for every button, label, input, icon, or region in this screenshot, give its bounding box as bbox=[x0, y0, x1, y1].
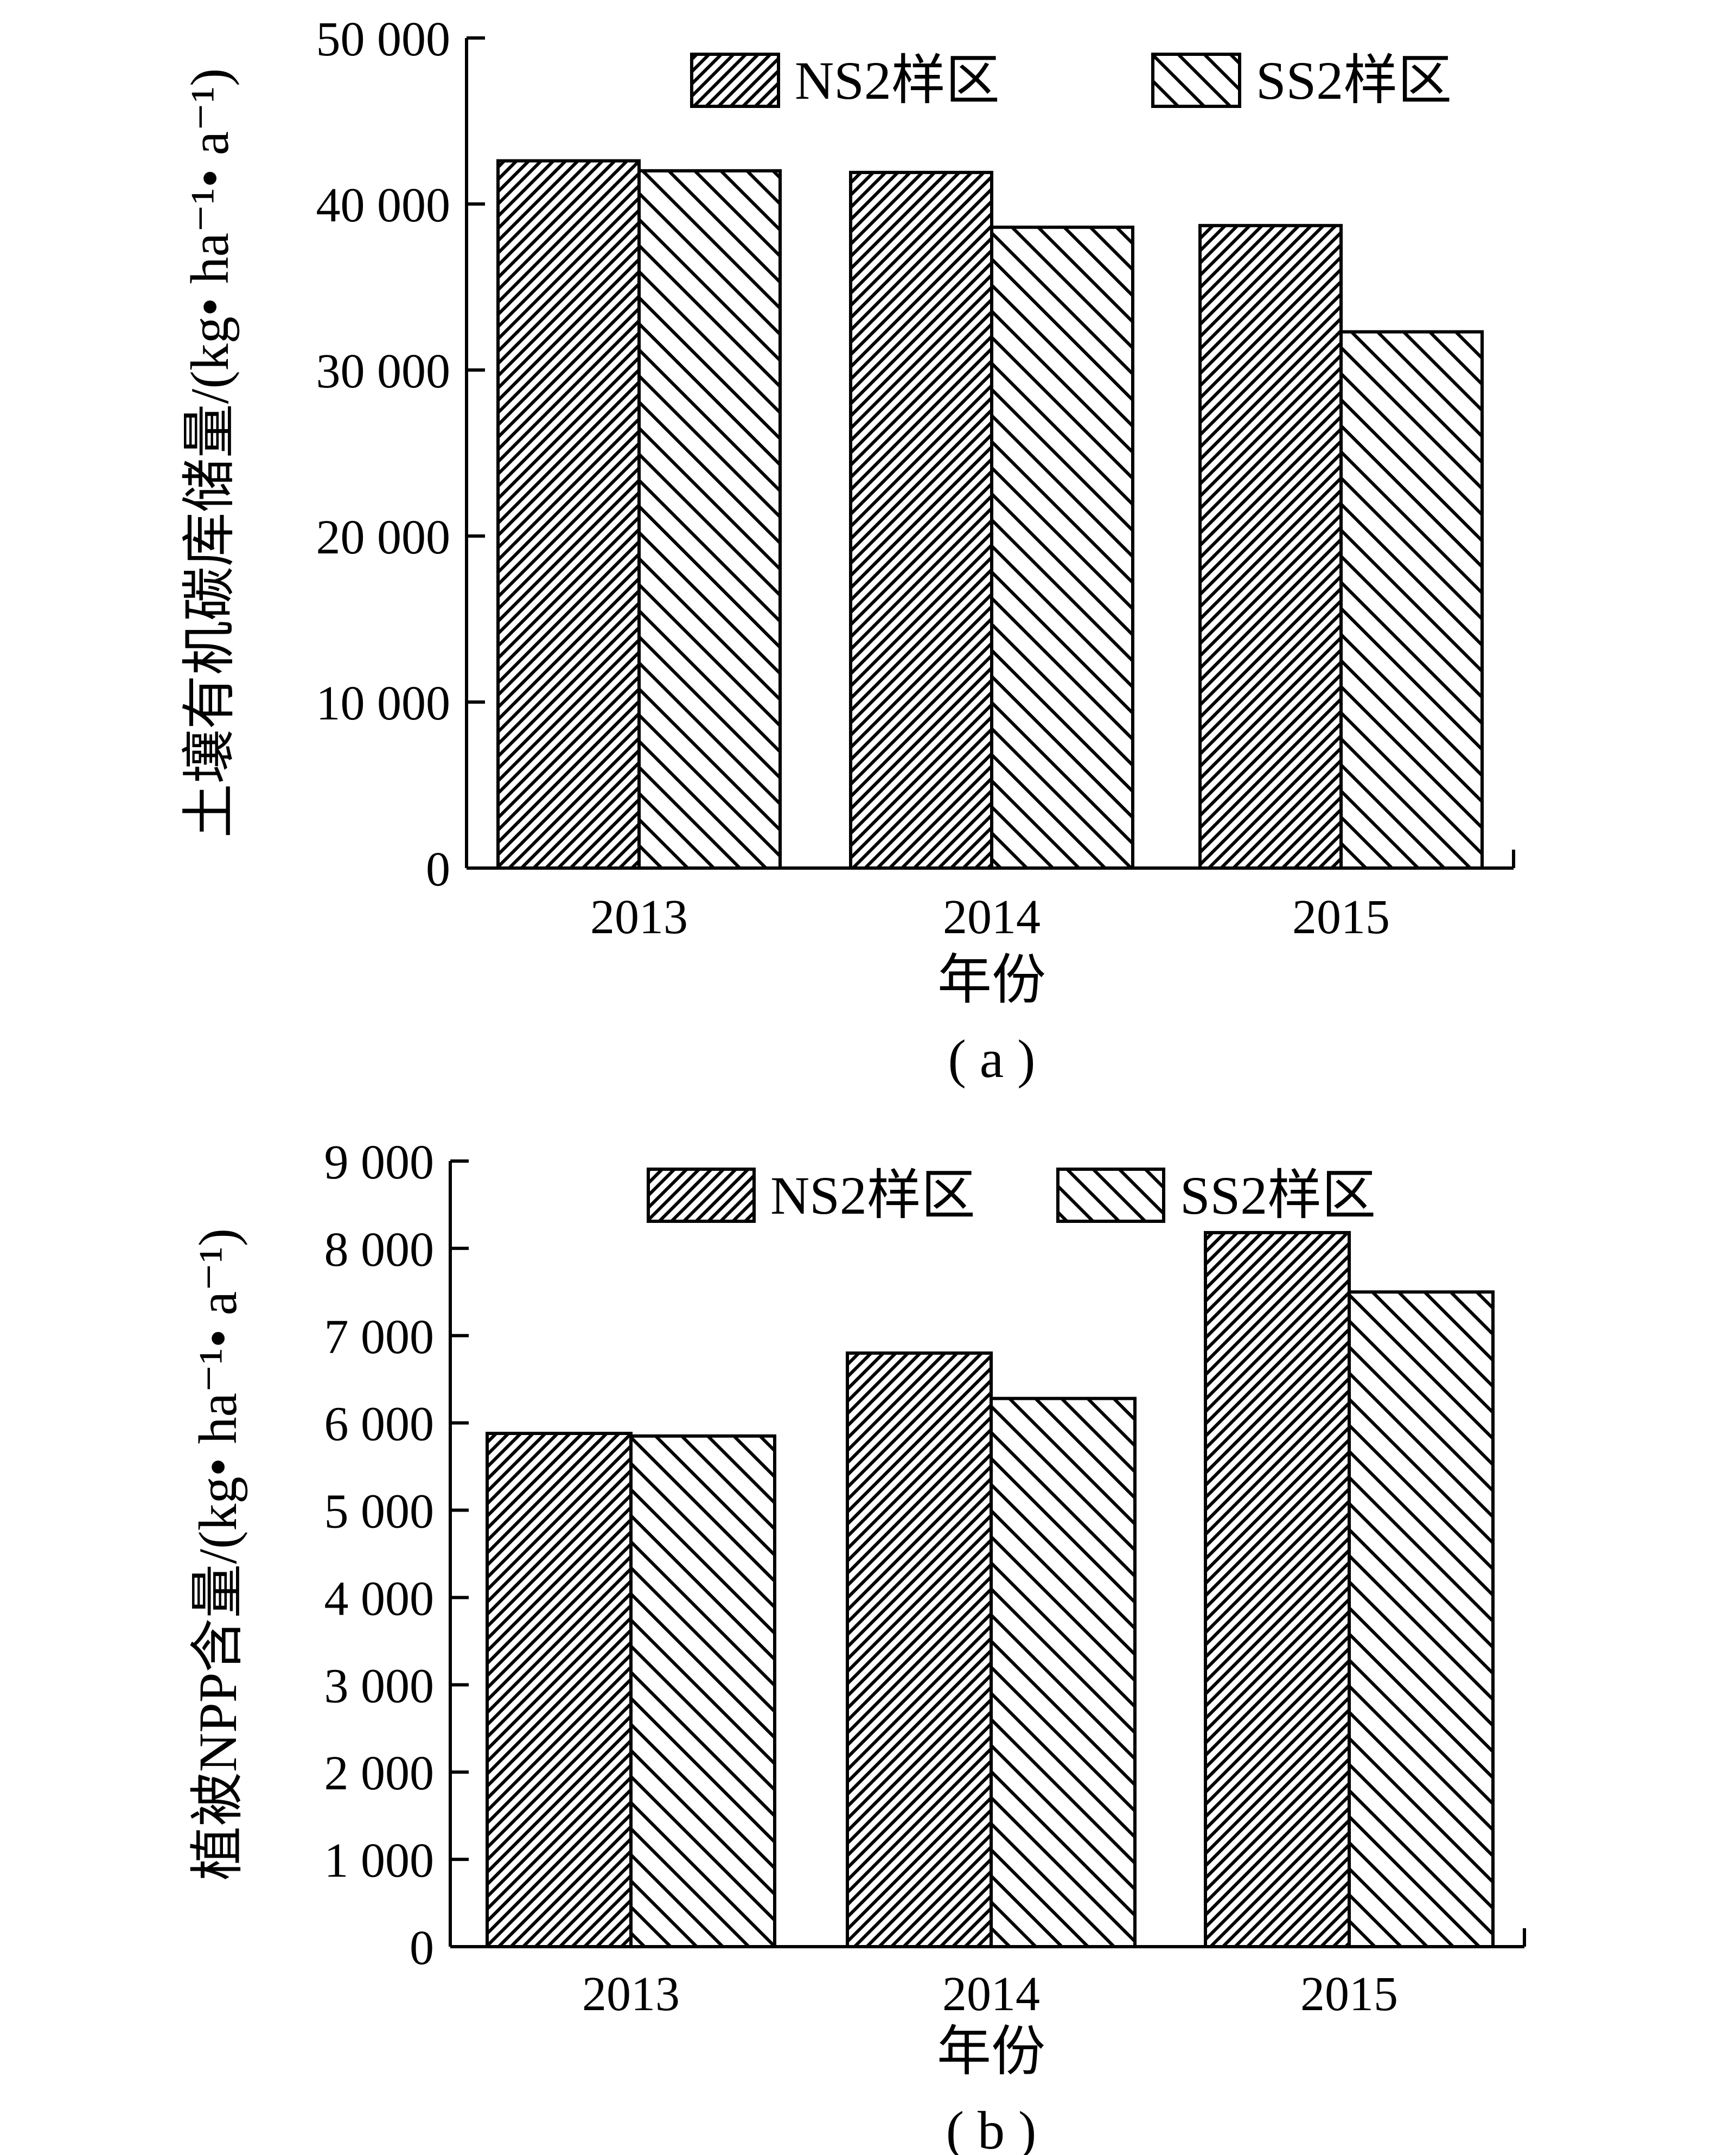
panel-label: ( b ) bbox=[946, 2100, 1037, 2155]
y-tick-label: 5 000 bbox=[324, 1485, 435, 1539]
y-tick-label: 3 000 bbox=[324, 1659, 435, 1713]
bar-ss2-2013 bbox=[629, 1434, 776, 1949]
y-axis-title: 植被NPP含量/(kg• ha⁻¹• a⁻¹) bbox=[188, 1228, 248, 1880]
legend-swatch-ss2 bbox=[1151, 53, 1241, 108]
legend-swatch-ns2 bbox=[690, 53, 780, 108]
y-tick-label: 6 000 bbox=[324, 1398, 435, 1451]
bar-ss2-2015 bbox=[1339, 330, 1484, 870]
bar-ns2-2015 bbox=[1198, 224, 1343, 870]
y-tick-label: 0 bbox=[410, 1921, 434, 1975]
bar-ss2-2014 bbox=[990, 1397, 1137, 1948]
bar-ns2-2015 bbox=[1204, 1230, 1351, 1949]
y-tick-label: 50 000 bbox=[316, 12, 451, 66]
legend-swatch-ns2 bbox=[647, 1168, 756, 1223]
x-tick-label: 2015 bbox=[1300, 1967, 1398, 2021]
legend-label-ss2: SS2样区 bbox=[1180, 1165, 1376, 1226]
panel-label: ( a ) bbox=[948, 1029, 1036, 1089]
y-tick-label: 2 000 bbox=[324, 1746, 435, 1800]
y-tick-label: 8 000 bbox=[324, 1223, 435, 1277]
bar-ss2-2013 bbox=[637, 169, 782, 870]
y-tick-label: 40 000 bbox=[316, 178, 451, 232]
bar-ss2-2015 bbox=[1348, 1290, 1495, 1948]
x-tick-label: 2013 bbox=[590, 890, 688, 944]
y-tick-label: 1 000 bbox=[324, 1834, 435, 1888]
y-tick-label: 4 000 bbox=[324, 1572, 435, 1625]
x-axis-title: 年份 bbox=[937, 950, 1046, 1010]
y-axis-title: 土壤有机碳库储量/(kg• ha⁻¹• a⁻¹) bbox=[180, 68, 240, 838]
chart-panel-a: 0 10 000 20 000 30 000 40 000 50 000 2013 2014 2… bbox=[180, 12, 1515, 1089]
x-tick-label: 2015 bbox=[1292, 890, 1390, 944]
y-tick-label: 0 bbox=[426, 843, 450, 896]
chart-panel-b: 0 1 000 2 000 3 000 4 000 5 000 6 000 7 000 8 00… bbox=[188, 1136, 1526, 2155]
legend-label-ns2: NS2样区 bbox=[770, 1165, 975, 1226]
y-tick-label: 7 000 bbox=[324, 1310, 435, 1364]
bar-ns2-2014 bbox=[849, 170, 993, 870]
bar-ns2-2013 bbox=[496, 159, 641, 870]
x-tick-label: 2014 bbox=[943, 890, 1041, 944]
y-tick-label: 20 000 bbox=[316, 511, 451, 564]
y-tick-label: 10 000 bbox=[316, 677, 451, 730]
x-axis-title: 年份 bbox=[937, 2022, 1045, 2082]
y-tick-label: 9 000 bbox=[324, 1136, 435, 1189]
legend-label-ss2: SS2样区 bbox=[1256, 50, 1452, 111]
bar-ns2-2013 bbox=[486, 1431, 633, 1949]
bar-ss2-2014 bbox=[990, 225, 1134, 870]
bar-ns2-2014 bbox=[846, 1351, 993, 1948]
legend-swatch-ss2 bbox=[1056, 1168, 1165, 1223]
legend-label-ns2: NS2样区 bbox=[795, 50, 1000, 111]
y-tick-label: 30 000 bbox=[316, 345, 451, 398]
x-tick-label: 2014 bbox=[942, 1967, 1040, 2021]
x-tick-label: 2013 bbox=[582, 1967, 680, 2021]
